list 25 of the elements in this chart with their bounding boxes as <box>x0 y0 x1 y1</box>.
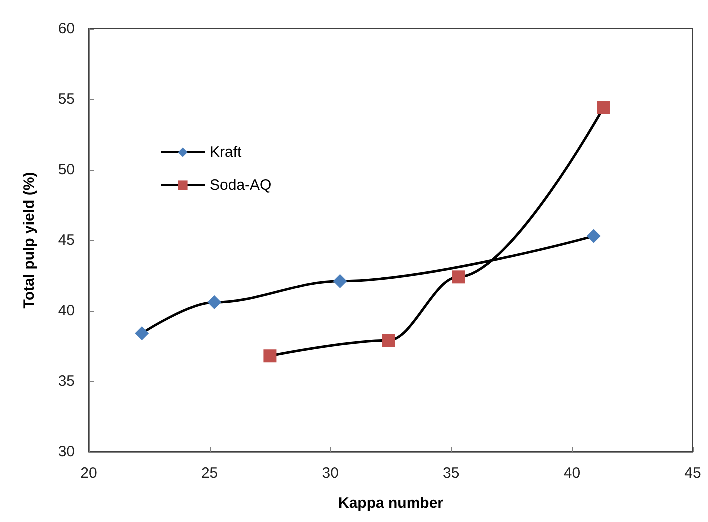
x-tick-label: 40 <box>564 465 581 482</box>
legend-label: Kraft <box>210 144 243 161</box>
x-tick-label: 30 <box>322 465 339 482</box>
point <box>333 274 348 288</box>
point <box>264 350 277 363</box>
x-tick-label: 25 <box>201 465 218 482</box>
point <box>382 334 396 348</box>
y-tick-label: 55 <box>58 91 75 108</box>
y-tick-label: 45 <box>58 232 75 249</box>
point <box>135 326 150 341</box>
y-tick-label: 30 <box>58 444 75 460</box>
point <box>586 229 601 244</box>
y-tick-label: 60 <box>58 20 75 38</box>
x-tick-label: 35 <box>443 465 460 482</box>
x-axis-title: Kappa number <box>338 495 444 512</box>
point <box>452 270 466 284</box>
legend-label: Soda-AQ <box>210 177 272 194</box>
y-tick-label: 35 <box>58 373 75 390</box>
y-axis-title: Total pulp yield (%) <box>21 172 38 309</box>
point <box>208 296 222 310</box>
x-tick-label: 45 <box>684 465 702 482</box>
y-tick-label: 50 <box>58 162 75 178</box>
point <box>597 101 610 114</box>
y-tick-label: 40 <box>58 302 75 320</box>
x-tick-label: 20 <box>80 465 98 482</box>
